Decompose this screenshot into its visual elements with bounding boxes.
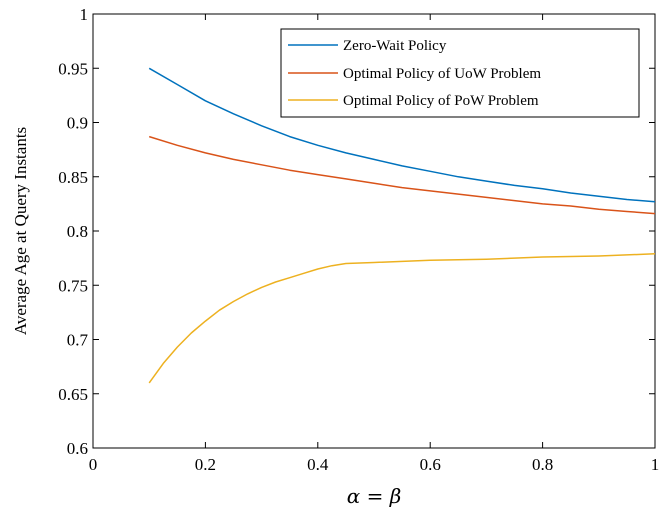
legend-label-zero-wait: Zero-Wait Policy xyxy=(343,38,447,54)
axis-ticks: 0 0.2 0.4 0.6 0.8 1 0.6 0.65 0.7 0.75 0.8 0.85 0.9 0.… xyxy=(58,5,659,474)
x-tick-label: 0.4 xyxy=(307,455,329,474)
y-tick-label: 0.6 xyxy=(67,439,88,458)
series-lines xyxy=(148,67,656,384)
y-tick-label: 1 xyxy=(80,5,89,24)
series-line-zero-wait xyxy=(148,67,656,203)
legend-box xyxy=(280,28,640,118)
series-line-uow xyxy=(148,135,656,215)
y-axis-label: Average Age at Query Instants xyxy=(11,127,30,335)
y-tick-label: 0.85 xyxy=(58,168,88,187)
legend: Zero-Wait Policy Optimal Policy of UoW P… xyxy=(280,28,640,118)
x-tick-label: 0.8 xyxy=(532,455,553,474)
legend-label-pow: Optimal Policy of PoW Problem xyxy=(343,93,539,109)
legend-label-uow: Optimal Policy of UoW Problem xyxy=(343,66,541,82)
x-tick-label: 0.6 xyxy=(420,455,441,474)
x-axis-label: α = β xyxy=(347,484,402,508)
series-line-pow xyxy=(148,253,656,384)
x-tick-label: 0.2 xyxy=(195,455,216,474)
x-tick-label: 1 xyxy=(651,455,660,474)
y-tick-label: 0.75 xyxy=(58,276,88,295)
x-tick-label: 0 xyxy=(89,455,98,474)
y-tick-label: 0.65 xyxy=(58,385,88,404)
y-tick-label: 0.95 xyxy=(58,59,88,78)
y-tick-label: 0.9 xyxy=(67,114,88,133)
y-tick-label: 0.8 xyxy=(67,222,88,241)
y-tick-label: 0.7 xyxy=(67,331,89,350)
